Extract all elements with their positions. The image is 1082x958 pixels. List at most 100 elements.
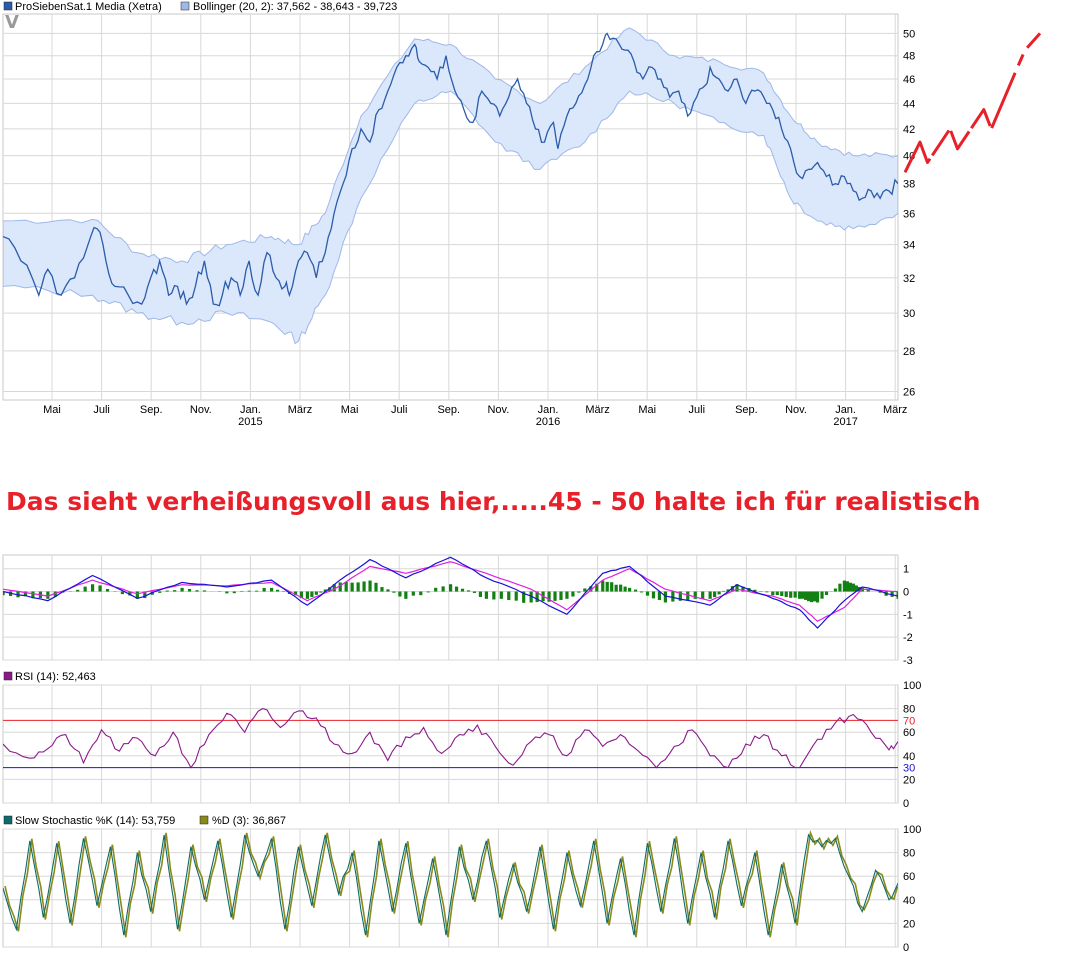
macd-histogram-bar	[838, 583, 842, 592]
rsi-threshold-label: 70	[903, 715, 915, 727]
macd-histogram-bar	[645, 591, 650, 596]
price-x-tick: Jan.	[835, 404, 856, 416]
price-x-tick: Sep.	[140, 404, 163, 416]
macd-histogram-bar	[419, 591, 423, 596]
macd-histogram-bar	[225, 591, 229, 594]
stochastic-y-axis: 100 80 60 40 20 0	[903, 824, 921, 954]
macd-histogram-bar	[368, 580, 372, 592]
rsi-y-tick: 40	[903, 751, 915, 763]
macd-histogram-bar	[753, 589, 757, 592]
macd-histogram-bar	[789, 591, 793, 598]
macd-histogram-bar	[671, 591, 675, 602]
macd-histogram-bar	[202, 590, 207, 592]
legend-swatch-stochastic-k	[3, 815, 13, 825]
macd-histogram-bar	[398, 591, 402, 597]
stochastic-y-tick: 0	[903, 942, 909, 954]
macd-histogram-bar	[270, 587, 274, 592]
macd-histogram-bar	[507, 591, 511, 601]
price-x-tick: Nov.	[785, 404, 807, 416]
legend-stochastic-k: Slow Stochastic %K (14): 53,759	[15, 815, 175, 827]
macd-histogram-bar	[362, 581, 366, 592]
macd-histogram-bar	[820, 591, 824, 599]
macd-histogram-bar	[484, 591, 488, 599]
macd-histogram-bar	[553, 591, 557, 601]
macd-histogram-bar	[801, 591, 805, 599]
price-y-tick: 28	[903, 346, 915, 358]
macd-histogram-bar	[619, 584, 623, 592]
stochastic-panel: 100 80 60 40 20 0 Slow Stochastic %K (14): 53…	[2, 815, 921, 954]
macd-histogram-bar	[663, 591, 667, 603]
macd-histogram-bar	[824, 591, 829, 596]
price-legend: ProSiebenSat.1 Media (Xetra) Bollinger (…	[3, 1, 397, 13]
macd-histogram-bar	[472, 591, 477, 593]
macd-histogram-bar	[529, 591, 533, 603]
rsi-legend: RSI (14): 52,463	[3, 671, 96, 683]
macd-histogram-bar	[765, 591, 769, 593]
macd-histogram-bar	[305, 591, 309, 599]
logo: V	[5, 12, 19, 33]
macd-histogram-bar	[404, 591, 408, 599]
rsi-line	[3, 708, 898, 769]
macd-histogram-bar	[842, 580, 846, 592]
macd-histogram-bar	[577, 591, 581, 593]
price-x-tick: Juli	[689, 404, 706, 416]
price-year-label: 2017	[833, 416, 857, 428]
macd-histogram-bar	[310, 591, 314, 597]
price-x-tick: März	[585, 404, 609, 416]
price-y-tick: 26	[903, 387, 915, 399]
macd-histogram-bar	[380, 587, 384, 592]
macd-histogram-bar	[780, 591, 784, 596]
macd-histogram-bar	[314, 591, 318, 595]
stochastic-y-tick: 60	[903, 871, 915, 883]
macd-histogram-bar	[833, 588, 838, 592]
macd-histogram-bar	[466, 590, 471, 592]
forecast-line	[903, 32, 1042, 173]
macd-histogram-bar	[693, 591, 697, 599]
legend-swatch-stochastic-d	[199, 815, 209, 825]
price-x-tick: Sep.	[735, 404, 758, 416]
price-y-tick: 42	[903, 124, 915, 136]
price-x-tick: Mai	[341, 404, 359, 416]
macd-histogram-bar	[771, 591, 775, 596]
macd-histogram-bar	[798, 591, 802, 599]
macd-histogram-bar	[848, 582, 852, 592]
macd-histogram-bar	[535, 591, 539, 603]
macd-histogram-bar	[46, 591, 50, 599]
macd-histogram-bar	[595, 583, 599, 592]
macd-histogram-bar	[701, 591, 705, 599]
macd-histogram-bar	[195, 590, 199, 592]
macd-plot-frame	[2, 554, 899, 661]
rsi-y-tick: 0	[903, 798, 909, 810]
macd-histogram-bar	[721, 590, 726, 592]
macd-histogram-bar	[441, 586, 445, 592]
macd-histogram-bar	[589, 586, 593, 592]
legend-bollinger: Bollinger (20, 2): 37,562 - 38,643 - 39,…	[193, 1, 397, 13]
rsi-plot-frame	[2, 684, 899, 804]
macd-histogram-bar	[165, 590, 169, 592]
rsi-grid	[3, 684, 898, 804]
macd-histogram-bar	[105, 588, 110, 592]
macd-histogram-bar	[559, 591, 563, 600]
macd-histogram-bar	[784, 591, 788, 597]
macd-histogram-bar	[323, 589, 327, 592]
macd-histogram-bar	[499, 591, 503, 599]
macd-histogram-bar	[522, 591, 526, 603]
price-x-tick: Nov.	[487, 404, 509, 416]
price-x-tick: Nov.	[190, 404, 212, 416]
price-y-tick: 36	[903, 208, 915, 220]
rsi-y-axis: 100 80 60 40 20 0	[903, 680, 921, 810]
macd-histogram-bar	[775, 591, 779, 596]
rsi-y-tick: 80	[903, 704, 915, 716]
price-x-tick: Juli	[93, 404, 110, 416]
stochastic-legend: Slow Stochastic %K (14): 53,759 %D (3): …	[3, 815, 286, 827]
macd-histogram-bar	[547, 591, 551, 602]
macd-histogram-bar	[255, 590, 259, 592]
macd-histogram-bar	[815, 591, 820, 603]
macd-histogram-bar	[571, 591, 575, 597]
macd-histogram-bar	[338, 582, 342, 592]
macd-histogram-bar	[804, 591, 808, 600]
macd-histogram-bar	[623, 586, 627, 592]
macd-histogram-bar	[386, 589, 390, 592]
